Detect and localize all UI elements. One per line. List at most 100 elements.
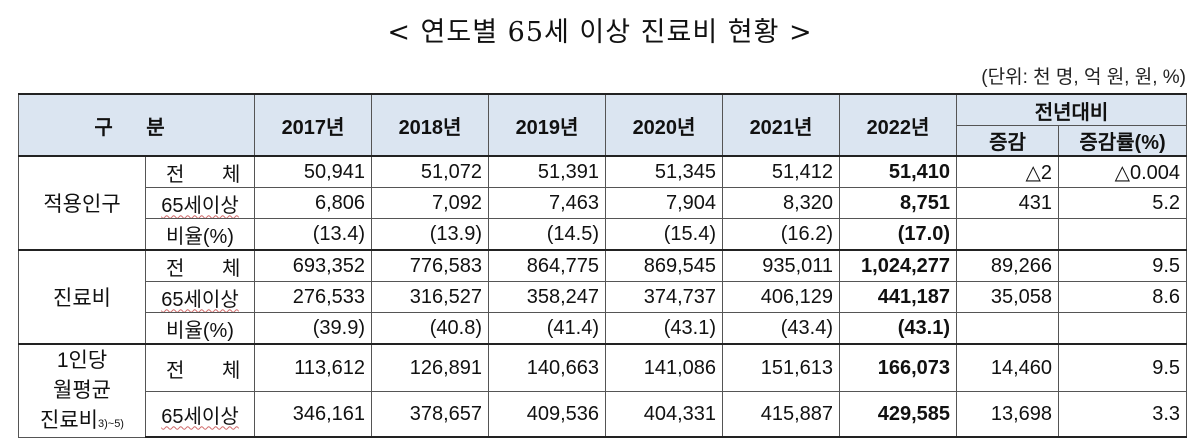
header-year: 2022년 bbox=[839, 93, 958, 157]
cell: 140,663 bbox=[488, 343, 607, 392]
cell: (14.5) bbox=[488, 218, 607, 251]
cell: (16.2) bbox=[722, 218, 841, 251]
cell: 441,187 bbox=[839, 281, 958, 313]
cell: △2 bbox=[956, 155, 1060, 188]
cell: 89,266 bbox=[956, 249, 1060, 282]
cell: (13.4) bbox=[254, 218, 373, 251]
header-year: 2018년 bbox=[371, 93, 490, 157]
cell bbox=[1058, 312, 1188, 345]
cell: 404,331 bbox=[605, 391, 724, 438]
cell: 409,536 bbox=[488, 391, 607, 438]
cell: 51,410 bbox=[839, 155, 958, 188]
table-row: 65세이상 6,806 7,092 7,463 7,904 8,320 8,75… bbox=[19, 187, 1188, 219]
cell: (43.4) bbox=[722, 312, 841, 345]
cell: 7,904 bbox=[605, 187, 724, 219]
cell: 346,161 bbox=[254, 391, 373, 438]
cell: 9.5 bbox=[1058, 249, 1188, 282]
cell: 141,086 bbox=[605, 343, 724, 392]
row-sub-label: 비율(%) bbox=[144, 312, 256, 345]
group-label-line: 진료비3)~5) bbox=[40, 408, 124, 432]
page-title: < 연도별 65세 이상 진료비 현황 > bbox=[387, 17, 813, 48]
cell: 316,527 bbox=[371, 281, 490, 313]
cell: 378,657 bbox=[371, 391, 490, 438]
cell: (13.9) bbox=[371, 218, 490, 251]
header-year: 2020년 bbox=[605, 93, 724, 157]
cell: (40.8) bbox=[371, 312, 490, 345]
header-year: 2021년 bbox=[722, 93, 841, 157]
cell: (17.0) bbox=[839, 218, 958, 251]
header-yoy-change: 증감 bbox=[956, 125, 1060, 157]
medical-expense-table: 구 분 2017년 2018년 2019년 2020년 2021년 2022년 … bbox=[17, 93, 1188, 438]
row-sub-label: 전 체 bbox=[144, 249, 256, 282]
group-label: 1인당 월평균 진료비3)~5) bbox=[18, 343, 146, 438]
cell: 276,533 bbox=[254, 281, 373, 313]
row-sub-label: 비율(%) bbox=[144, 218, 256, 251]
cell: 51,412 bbox=[722, 155, 841, 188]
cell: 374,737 bbox=[605, 281, 724, 313]
cell: 693,352 bbox=[254, 249, 373, 282]
cell: 35,058 bbox=[956, 281, 1060, 313]
cell: (43.1) bbox=[605, 312, 724, 345]
cell: (39.9) bbox=[254, 312, 373, 345]
row-sub-label: 65세이상 bbox=[144, 187, 256, 219]
cell bbox=[1058, 218, 1188, 251]
row-sub-label: 전 체 bbox=[144, 155, 256, 188]
table-row: 1인당 월평균 진료비3)~5) 전 체 113,612 126,891 140… bbox=[18, 343, 1188, 438]
row-sub-label: 전 체 bbox=[144, 343, 256, 392]
cell: (41.4) bbox=[488, 312, 607, 345]
row-sub-label: 65세이상 bbox=[144, 281, 256, 313]
cell: 5.2 bbox=[1058, 187, 1188, 219]
cell bbox=[956, 312, 1060, 345]
cell: 6,806 bbox=[254, 187, 373, 219]
cell: 935,011 bbox=[722, 249, 841, 282]
cell: 8,320 bbox=[722, 187, 841, 219]
unit-note: (단위: 천 명, 억 원, 원, %) bbox=[981, 67, 1186, 88]
group-label: 적용인구 bbox=[18, 155, 146, 251]
cell: △0.004 bbox=[1058, 155, 1188, 188]
cell: 431 bbox=[956, 187, 1060, 219]
cell: 869,545 bbox=[605, 249, 724, 282]
header-yoy-rate: 증감률(%) bbox=[1058, 125, 1188, 157]
group-label-line: 1인당 bbox=[56, 348, 108, 372]
cell: 3.3 bbox=[1058, 391, 1188, 438]
cell: 14,460 bbox=[956, 343, 1060, 392]
cell: 51,391 bbox=[488, 155, 607, 188]
cell: 406,129 bbox=[722, 281, 841, 313]
header-yoy: 전년대비 bbox=[956, 93, 1188, 126]
cell: 151,613 bbox=[722, 343, 841, 392]
header-year: 2019년 bbox=[488, 93, 607, 157]
header-year: 2017년 bbox=[254, 93, 373, 157]
cell: (15.4) bbox=[605, 218, 724, 251]
row-sub-label: 65세이상 bbox=[144, 391, 256, 438]
cell: 7,463 bbox=[488, 187, 607, 219]
cell: 415,887 bbox=[722, 391, 841, 438]
cell: 1,024,277 bbox=[839, 249, 958, 282]
cell: 113,612 bbox=[254, 343, 373, 392]
table-row: 65세이상 346,161 378,657 409,536 404,331 41… bbox=[19, 391, 1188, 438]
cell: 8,751 bbox=[839, 187, 958, 219]
table-row: 65세이상 276,533 316,527 358,247 374,737 40… bbox=[19, 281, 1188, 313]
cell: 358,247 bbox=[488, 281, 607, 313]
table-row: 진료비 전 체 693,352 776,583 864,775 869,545 … bbox=[18, 249, 1188, 345]
cell: 7,092 bbox=[371, 187, 490, 219]
cell: 9.5 bbox=[1058, 343, 1188, 392]
cell: 8.6 bbox=[1058, 281, 1188, 313]
cell: (43.1) bbox=[839, 312, 958, 345]
cell bbox=[956, 218, 1060, 251]
header-category: 구 분 bbox=[17, 93, 256, 157]
cell: 776,583 bbox=[371, 249, 490, 282]
cell: 51,072 bbox=[371, 155, 490, 188]
cell: 166,073 bbox=[839, 343, 958, 392]
cell: 13,698 bbox=[956, 391, 1060, 438]
cell: 126,891 bbox=[371, 343, 490, 392]
table-row: 비율(%) (39.9) (40.8) (41.4) (43.1) (43.4)… bbox=[19, 312, 1188, 345]
footnote-mark: 3)~5) bbox=[97, 417, 124, 430]
table-row: 적용인구 전 체 50,941 51,072 51,391 51,345 51,… bbox=[18, 155, 1188, 251]
cell: 429,585 bbox=[839, 391, 958, 438]
group-label-line: 월평균 bbox=[53, 378, 111, 402]
cell: 864,775 bbox=[488, 249, 607, 282]
cell: 50,941 bbox=[254, 155, 373, 188]
table-row: 비율(%) (13.4) (13.9) (14.5) (15.4) (16.2)… bbox=[19, 218, 1188, 251]
cell: 51,345 bbox=[605, 155, 724, 188]
group-label: 진료비 bbox=[18, 249, 146, 345]
